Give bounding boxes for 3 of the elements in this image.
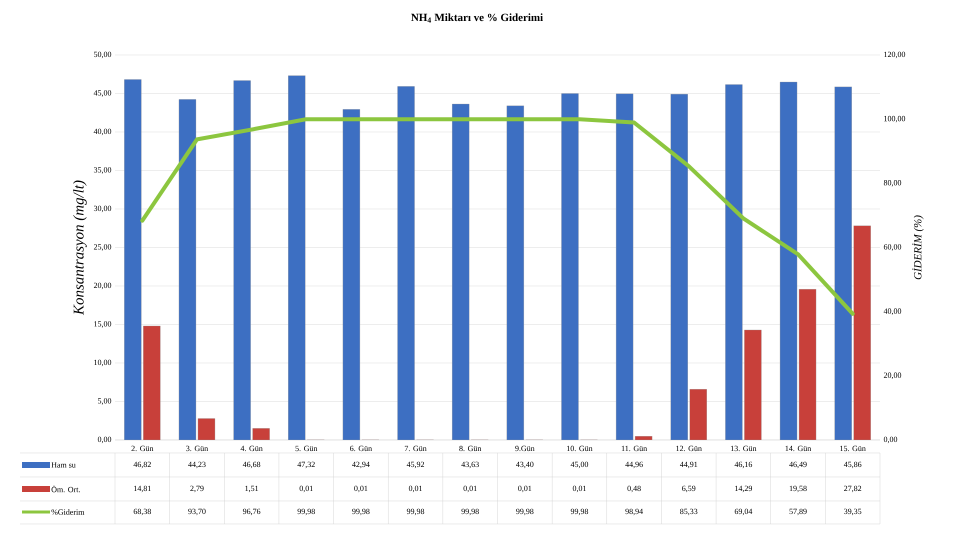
y2-axis-title: GİDERİM (%) xyxy=(912,215,924,280)
y-axis-title: Konsantrasyon (mg/lt) xyxy=(73,180,87,316)
chart-title: NH$_{4}$ Miktarı ve % Giderimi xyxy=(411,13,543,23)
